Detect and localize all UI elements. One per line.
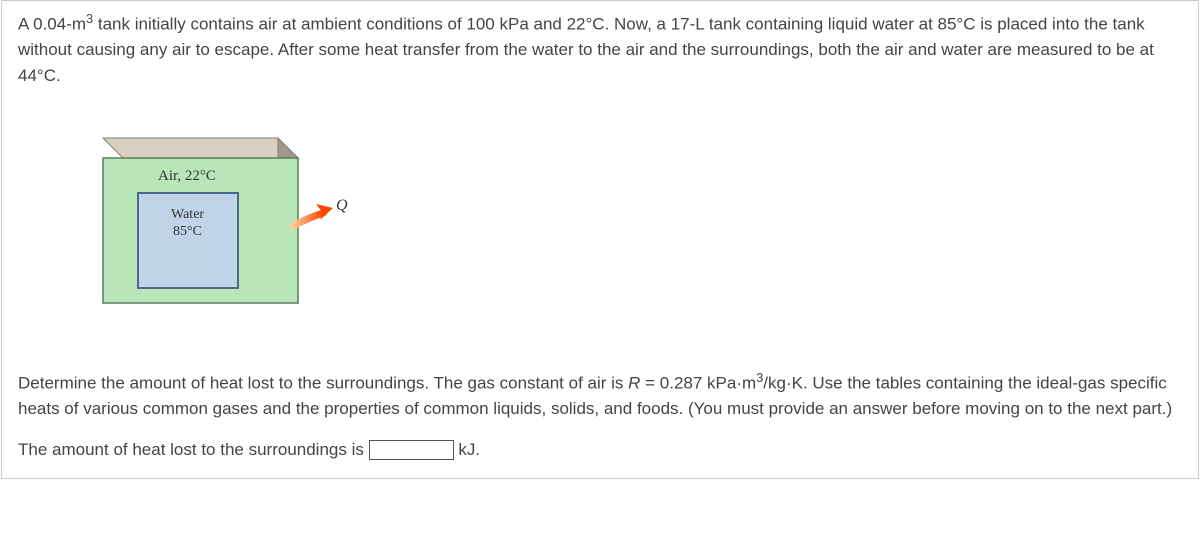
question-eq: = 0.287 kPa·m xyxy=(640,374,756,393)
water-label-1: Water xyxy=(171,207,204,222)
problem-pre: A 0.04-m xyxy=(18,15,86,34)
water-label-2: 85°C xyxy=(173,224,202,239)
answer-unit: kJ. xyxy=(454,440,480,459)
answer-row: The amount of heat lost to the surroundi… xyxy=(18,440,1182,461)
box-top xyxy=(103,138,298,158)
air-label: Air, 22°C xyxy=(158,168,216,184)
question-R: R xyxy=(628,374,640,393)
q-label: Q xyxy=(336,197,348,214)
diagram-svg: Air, 22°C Water 85°C Q xyxy=(68,118,348,318)
question-pre: Determine the amount of heat lost to the… xyxy=(18,374,628,393)
problem-post: tank initially contains air at ambient c… xyxy=(18,15,1154,85)
question-statement: Determine the amount of heat lost to the… xyxy=(18,368,1182,422)
answer-prefix: The amount of heat lost to the surroundi… xyxy=(18,440,369,459)
problem-container: A 0.04-m3 tank initially contains air at… xyxy=(1,0,1199,479)
problem-statement: A 0.04-m3 tank initially contains air at… xyxy=(18,9,1182,88)
diagram: Air, 22°C Water 85°C Q xyxy=(68,118,348,318)
answer-input[interactable] xyxy=(369,440,454,460)
